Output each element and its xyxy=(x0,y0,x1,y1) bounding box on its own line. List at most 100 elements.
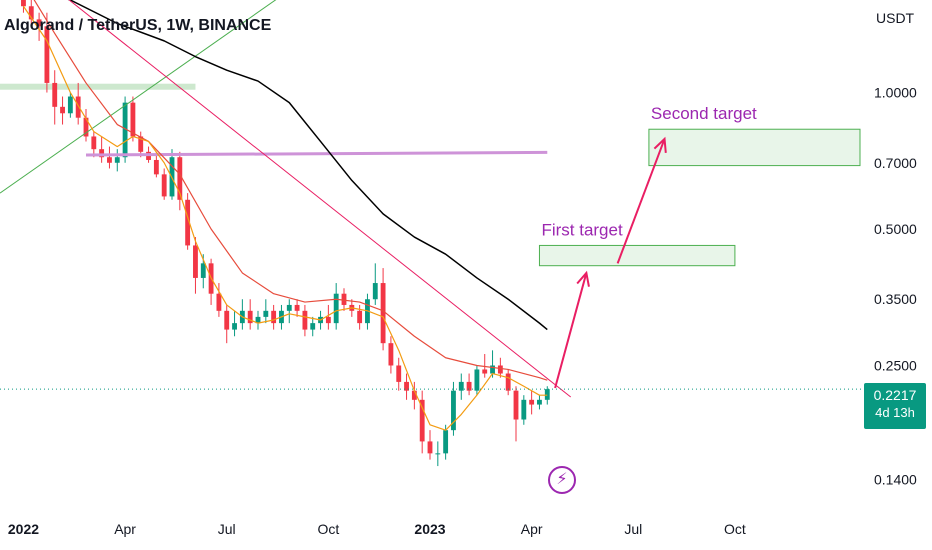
candle-body xyxy=(310,323,316,330)
x-tick-label: 2023 xyxy=(414,521,445,537)
second-target-box xyxy=(648,128,861,167)
candle-body xyxy=(247,310,253,324)
candle-body xyxy=(185,199,191,246)
candle-body xyxy=(544,389,550,400)
first-target-label: First target xyxy=(541,220,623,239)
candle-body xyxy=(75,96,81,118)
second-target-label: Second target xyxy=(651,104,757,123)
last-price-tag: 0.2217 4d 13h xyxy=(864,383,926,429)
last-price: 0.2217 xyxy=(873,387,917,403)
candle-body xyxy=(271,310,277,324)
candle-body xyxy=(36,19,42,27)
x-tick-label: Jul xyxy=(624,521,642,537)
y-tick-label: 0.2500 xyxy=(874,357,917,373)
candle-body xyxy=(263,310,269,317)
candle-body xyxy=(388,343,394,366)
candle-body xyxy=(505,373,511,391)
projection-arrow xyxy=(554,272,588,389)
x-tick-label: Apr xyxy=(521,521,543,537)
rising-trendline xyxy=(0,0,277,194)
candle-body xyxy=(443,430,449,454)
x-tick-label: Oct xyxy=(317,521,339,537)
arrow-head xyxy=(576,270,590,287)
candle-body xyxy=(357,310,363,324)
candle-body xyxy=(529,399,535,405)
candle-body xyxy=(193,245,198,278)
candle-body xyxy=(107,157,112,163)
first-target-box xyxy=(538,244,736,267)
candle-body xyxy=(286,304,292,311)
candle-body xyxy=(372,283,378,300)
candle-body xyxy=(497,365,503,374)
horizontal-level xyxy=(85,150,548,157)
candle-body xyxy=(513,390,519,420)
candle-body xyxy=(341,293,347,305)
candle-body xyxy=(114,157,120,163)
y-tick-label: 0.7000 xyxy=(874,155,917,171)
candle-body xyxy=(537,399,542,405)
x-tick-label: Apr xyxy=(114,521,136,537)
candle-body xyxy=(294,304,300,311)
y-tick-label: 1.0000 xyxy=(874,85,917,101)
candle-body xyxy=(396,365,402,382)
arrow-head xyxy=(653,136,667,153)
x-axis: 2022 Apr Jul Oct 2023 Apr Jul Oct xyxy=(8,521,746,537)
candle-body xyxy=(67,96,73,114)
candle-body xyxy=(255,316,261,324)
candle-body xyxy=(427,441,433,454)
ema-fast-line xyxy=(22,5,548,431)
candle-body xyxy=(482,369,488,374)
candle-body xyxy=(60,106,65,114)
candle-body xyxy=(411,390,417,400)
ema-mid-line xyxy=(33,0,548,381)
y-axis: 1.0000 0.7000 0.5000 0.3500 0.2500 0.1400 xyxy=(874,85,917,488)
x-tick-label: 2022 xyxy=(8,521,39,537)
candle-body xyxy=(325,316,331,324)
candle-body xyxy=(474,369,480,391)
x-tick-label: Oct xyxy=(724,521,746,537)
ema-slow-line xyxy=(67,0,548,331)
candle-body xyxy=(44,26,50,83)
old-support-zone xyxy=(0,83,196,90)
candles-layer xyxy=(21,0,550,467)
x-tick-label: Jul xyxy=(218,521,236,537)
zones-layer xyxy=(0,83,196,90)
candle-body xyxy=(232,323,237,330)
y-tick-label: 0.5000 xyxy=(874,221,917,237)
candle-body xyxy=(451,390,456,431)
lightning-icon[interactable]: ⚡ xyxy=(548,466,576,494)
y-tick-label: 0.1400 xyxy=(874,472,917,488)
currency-label: USDT xyxy=(876,10,915,26)
indicator-lines xyxy=(0,0,862,431)
candle-body xyxy=(52,82,58,107)
candle-body xyxy=(99,149,105,158)
candle-body xyxy=(458,381,464,391)
candle-body xyxy=(435,453,441,455)
annotations-layer: First target Second target xyxy=(538,104,861,389)
candle-body xyxy=(404,381,409,391)
y-tick-label: 0.3500 xyxy=(874,291,917,307)
candle-body xyxy=(466,381,472,391)
candle-body xyxy=(380,283,386,344)
candle-body xyxy=(138,136,144,152)
candle-body xyxy=(21,0,26,7)
candle-body xyxy=(177,157,183,200)
candle-body xyxy=(302,310,308,330)
candle-body xyxy=(490,365,495,374)
resistance-trendline xyxy=(68,0,572,398)
candle-body xyxy=(91,136,97,150)
candle-body xyxy=(130,102,136,137)
candle-body xyxy=(28,6,34,20)
chart-title: Algorand / TetherUS, 1W, BINANCE xyxy=(4,17,272,34)
candle-body xyxy=(333,293,339,324)
candle-body xyxy=(224,310,230,330)
candle-body xyxy=(83,117,89,137)
candle-body xyxy=(521,399,527,420)
candle-body xyxy=(419,399,425,442)
candle-body xyxy=(161,174,167,197)
candle-body xyxy=(216,293,222,311)
bar-countdown: 4d 13h xyxy=(875,405,915,420)
projection-arrow xyxy=(616,138,666,264)
candle-body xyxy=(122,102,128,158)
